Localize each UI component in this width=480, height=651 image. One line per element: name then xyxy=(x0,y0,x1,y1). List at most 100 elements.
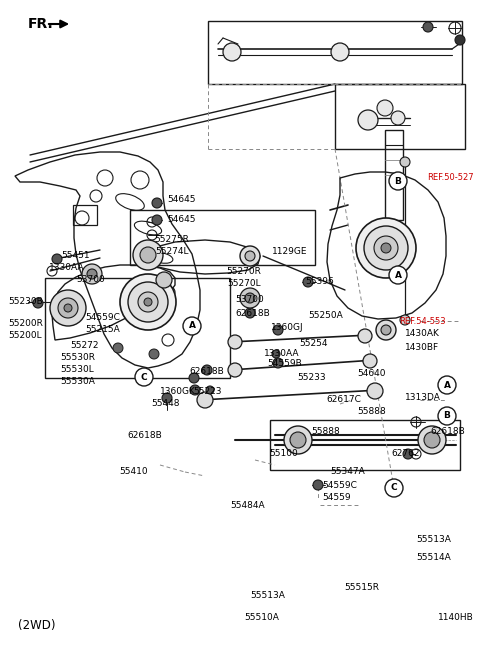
Circle shape xyxy=(120,274,176,330)
Text: 55396: 55396 xyxy=(306,277,335,286)
Text: 55530A: 55530A xyxy=(60,376,95,385)
Text: 62762: 62762 xyxy=(392,449,420,458)
Text: 1360GK: 1360GK xyxy=(160,387,196,396)
Circle shape xyxy=(228,363,242,377)
Circle shape xyxy=(389,172,407,190)
Text: B: B xyxy=(395,176,401,186)
Text: 55510A: 55510A xyxy=(245,613,279,622)
Circle shape xyxy=(240,246,260,266)
Circle shape xyxy=(273,358,283,368)
Circle shape xyxy=(64,304,72,312)
Text: (2WD): (2WD) xyxy=(18,620,56,633)
Text: 62617C: 62617C xyxy=(326,396,361,404)
Circle shape xyxy=(389,266,407,284)
Bar xyxy=(208,21,462,84)
Text: 55100: 55100 xyxy=(270,449,299,458)
Text: 1140HB: 1140HB xyxy=(438,613,474,622)
Circle shape xyxy=(438,376,456,394)
Text: C: C xyxy=(141,372,147,381)
Text: 55410: 55410 xyxy=(120,467,148,477)
Text: 55230B: 55230B xyxy=(8,298,43,307)
Circle shape xyxy=(206,386,214,394)
Bar xyxy=(130,210,315,265)
Bar xyxy=(385,130,403,220)
Text: 53700: 53700 xyxy=(236,296,264,305)
Circle shape xyxy=(58,298,78,318)
Circle shape xyxy=(128,282,168,322)
Text: REF.54-553: REF.54-553 xyxy=(399,316,445,326)
Circle shape xyxy=(364,226,408,270)
Text: B: B xyxy=(444,411,450,421)
Circle shape xyxy=(358,329,372,343)
Text: 55200R: 55200R xyxy=(8,318,43,327)
Text: 1313DA: 1313DA xyxy=(405,393,441,402)
Text: 55254: 55254 xyxy=(300,339,328,348)
Text: FR.: FR. xyxy=(28,17,54,31)
Circle shape xyxy=(138,292,158,312)
Text: 55270L: 55270L xyxy=(227,279,261,288)
Bar xyxy=(73,205,97,225)
Text: 55484A: 55484A xyxy=(231,501,265,510)
Text: 54559: 54559 xyxy=(322,493,350,503)
Circle shape xyxy=(82,264,102,284)
Text: 54559C: 54559C xyxy=(85,314,120,322)
Text: 55451: 55451 xyxy=(62,251,90,260)
Circle shape xyxy=(400,315,410,325)
Text: 62618B: 62618B xyxy=(190,368,224,376)
Text: 55200L: 55200L xyxy=(8,331,42,340)
Text: C: C xyxy=(391,484,397,493)
Circle shape xyxy=(400,157,410,167)
Circle shape xyxy=(303,277,313,287)
Circle shape xyxy=(367,383,383,399)
Text: 1330AA: 1330AA xyxy=(49,264,85,273)
Circle shape xyxy=(391,111,405,125)
Circle shape xyxy=(374,236,398,260)
Text: 55530R: 55530R xyxy=(60,353,95,363)
Circle shape xyxy=(228,335,242,349)
Circle shape xyxy=(313,480,323,490)
Circle shape xyxy=(52,254,62,264)
Text: 55888: 55888 xyxy=(358,408,386,417)
Circle shape xyxy=(381,243,391,253)
Circle shape xyxy=(363,354,377,368)
Circle shape xyxy=(152,215,162,225)
Circle shape xyxy=(144,298,152,306)
Text: 55513A: 55513A xyxy=(416,536,451,544)
Circle shape xyxy=(202,365,212,375)
Text: 55275R: 55275R xyxy=(155,236,190,245)
Text: 1430AK: 1430AK xyxy=(405,329,439,339)
Circle shape xyxy=(377,100,393,116)
Text: 1330AA: 1330AA xyxy=(264,350,300,359)
Circle shape xyxy=(223,43,241,61)
Text: 55347A: 55347A xyxy=(330,467,365,475)
Circle shape xyxy=(403,449,413,459)
Circle shape xyxy=(381,325,391,335)
Text: 54559B: 54559B xyxy=(268,359,302,368)
Circle shape xyxy=(197,392,213,408)
Text: 62618B: 62618B xyxy=(128,432,162,441)
Bar xyxy=(45,278,230,378)
Text: 54559C: 54559C xyxy=(322,480,357,490)
Text: 55514A: 55514A xyxy=(416,553,451,562)
Circle shape xyxy=(183,317,201,335)
Circle shape xyxy=(240,288,260,308)
Text: 1430BF: 1430BF xyxy=(405,342,439,352)
Text: A: A xyxy=(444,380,451,389)
Circle shape xyxy=(358,110,378,130)
Circle shape xyxy=(133,240,163,270)
Circle shape xyxy=(152,198,162,208)
Circle shape xyxy=(33,298,43,308)
Circle shape xyxy=(284,426,312,454)
Circle shape xyxy=(356,218,416,278)
Circle shape xyxy=(455,35,465,45)
Circle shape xyxy=(135,368,153,386)
Circle shape xyxy=(50,290,86,326)
Text: REF.50-527: REF.50-527 xyxy=(427,174,473,182)
Circle shape xyxy=(245,293,255,303)
Text: 54645: 54645 xyxy=(168,215,196,225)
Text: 1360GJ: 1360GJ xyxy=(271,324,303,333)
Text: 55233: 55233 xyxy=(298,372,326,381)
Circle shape xyxy=(376,320,396,340)
Circle shape xyxy=(156,272,172,288)
Text: 55530L: 55530L xyxy=(60,365,94,374)
